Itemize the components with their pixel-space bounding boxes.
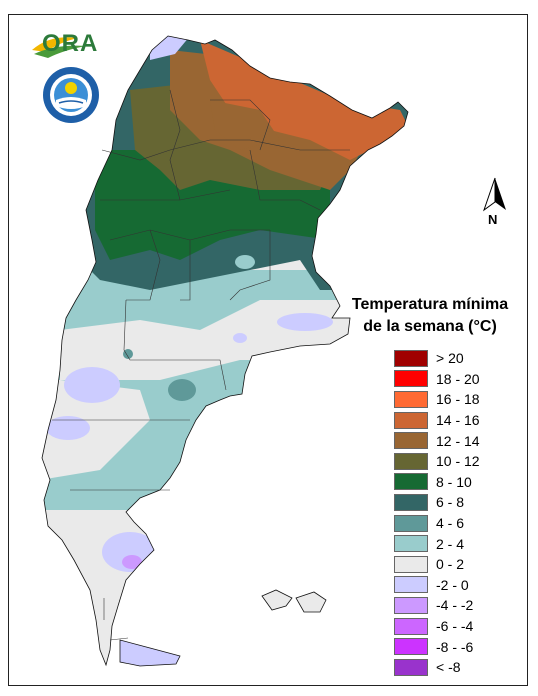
province-boundaries [52,89,350,641]
legend-swatch [394,473,428,491]
legend-item: 0 - 2 [394,554,528,575]
legend-item: -4 - -2 [394,595,528,616]
legend-label: 0 - 2 [436,556,465,573]
ora-logo: ORA [30,24,106,64]
legend-label: 14 - 16 [436,412,480,429]
legend-item: 6 - 8 [394,492,528,513]
malvinas-islands [261,589,327,613]
legend-label: 16 - 18 [436,391,480,408]
legend-label: -2 - 0 [436,576,469,593]
legend-label: 10 - 12 [436,453,480,470]
legend-items: > 20 18 - 20 16 - 18 14 - 16 12 - 14 10 - 12 8… [394,348,528,678]
legend-swatch [394,370,428,388]
legend-label: -4 - -2 [436,597,474,614]
legend-item: 2 - 4 [394,533,528,554]
legend-label: 12 - 14 [436,432,480,449]
legend-label: 18 - 20 [436,370,480,387]
legend-label: 6 - 8 [436,494,465,511]
legend-label: > 20 [436,350,464,367]
legend-swatch [394,535,428,553]
legend-swatch [394,349,428,367]
ora-logo-text: ORA [42,30,99,57]
legend-label: -6 - -4 [436,618,474,635]
legend-title-line2: de la semana (°C) [363,318,497,335]
north-arrow: N [480,176,510,228]
legend-item: 8 - 10 [394,472,528,493]
tierra-del-fuego [119,639,181,667]
legend-label: 4 - 6 [436,515,465,532]
legend-item: > 20 [394,348,528,369]
legend-swatch [394,576,428,594]
legend-item: < -8 [394,657,528,678]
legend-swatch [394,432,428,450]
argentina-outline [41,35,409,667]
legend-item: 14 - 16 [394,410,528,431]
legend-item: 4 - 6 [394,513,528,534]
legend: Temperatura mínima de la semana (°C) > 2… [332,294,528,678]
legend-swatch [394,452,428,470]
legend-item: 16 - 18 [394,389,528,410]
legend-swatch [394,555,428,573]
weather-service-seal-icon [43,67,99,123]
legend-item: 10 - 12 [394,451,528,472]
legend-swatch [394,493,428,511]
legend-item: -6 - -4 [394,616,528,637]
legend-item: 12 - 14 [394,430,528,451]
legend-item: 18 - 20 [394,369,528,390]
legend-swatch [394,638,428,656]
smn-logo [42,66,100,124]
legend-swatch [394,617,428,635]
legend-label: 8 - 10 [436,473,472,490]
legend-title-line1: Temperatura mínima [351,296,509,313]
legend-label: -8 - -6 [436,638,474,655]
legend-swatch [394,411,428,429]
legend-swatch [394,514,428,532]
legend-label: < -8 [436,659,461,676]
north-label: N [488,212,498,227]
ora-leaf-icon [32,37,86,58]
legend-swatch [394,658,428,676]
legend-item: -2 - 0 [394,575,528,596]
north-arrow-icon [483,177,506,212]
legend-item: -8 - -6 [394,636,528,657]
legend-swatch [394,390,428,408]
legend-label: 2 - 4 [436,535,465,552]
legend-swatch [394,596,428,614]
